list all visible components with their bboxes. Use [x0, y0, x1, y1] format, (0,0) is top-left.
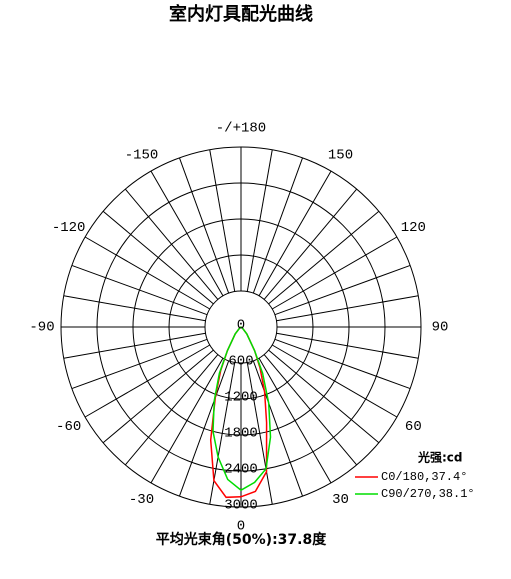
curve: [212, 326, 272, 492]
r-tick-label: 0: [237, 318, 245, 334]
ring: [204, 290, 278, 364]
angle-tick-label: 120: [401, 220, 426, 236]
legend-label: C90/270,38.1°: [381, 487, 475, 501]
angle-tick-label: -/+180: [216, 121, 266, 137]
legend-label: C0/180,37.4°: [381, 470, 467, 484]
ring: [60, 146, 422, 508]
angle-tick-label: -30: [129, 492, 154, 508]
angle-tick-label: 0: [237, 519, 245, 535]
ring: [96, 182, 386, 472]
angle-tick-label: 150: [328, 147, 353, 163]
ring: [132, 218, 350, 436]
legend-title: 光强:cd: [417, 450, 463, 465]
footnote: 平均光束角(50%):37.8度: [156, 531, 327, 548]
ring: [168, 254, 314, 400]
angle-tick-label: 30: [332, 492, 349, 508]
chart-title: 室内灯具配光曲线: [169, 3, 313, 25]
angle-tick-label: 60: [405, 419, 422, 435]
r-tick-label: 3000: [224, 498, 258, 514]
angle-tick-label: -150: [125, 147, 159, 163]
angle-tick-label: -90: [29, 320, 54, 336]
r-tick-label: 600: [228, 354, 253, 370]
angle-tick-label: -60: [56, 419, 81, 435]
angle-tick-label: -120: [52, 220, 86, 236]
r-tick-label: 1200: [224, 390, 258, 406]
angle-tick-label: 90: [432, 320, 449, 336]
r-tick-label: 2400: [224, 462, 258, 478]
r-tick-label: 1800: [224, 426, 258, 442]
